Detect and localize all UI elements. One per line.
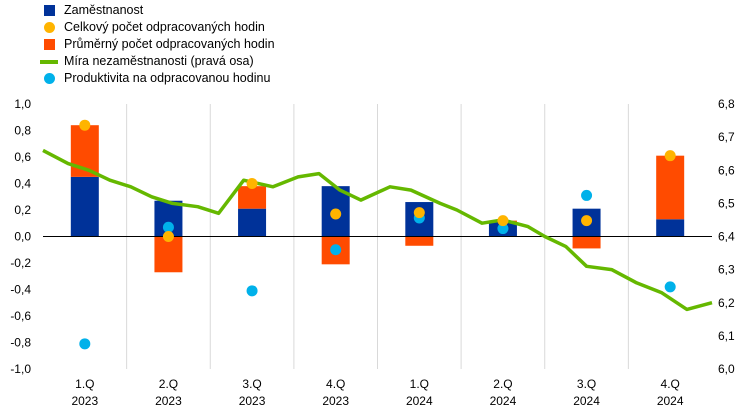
point-productivity [581, 189, 593, 201]
x-axis-tick-label-year: 2024 [406, 394, 433, 408]
point-total-hours [664, 150, 676, 162]
legend-label-productivity: Produktivita na odpracovanou hodinu [64, 71, 271, 85]
x-axis-tick-label: 4.Q [326, 377, 345, 391]
bar-average-hours [154, 236, 183, 273]
x-axis-tick-label: 3.Q [577, 377, 596, 391]
x-axis-tick-label-year: 2024 [490, 394, 517, 408]
legend-symbol-unemployment [40, 53, 58, 70]
x-axis-tick-label: 2.Q [493, 377, 512, 391]
legend-symbol-employment [40, 2, 58, 19]
x-axis-tick-label-year: 2023 [239, 394, 266, 408]
bar-average-hours [405, 236, 434, 246]
legend-symbol-total-hours [40, 19, 58, 36]
right-axis-tick-label: 6,3 [718, 263, 735, 277]
right-axis-tick-label: 6,7 [718, 130, 735, 144]
x-axis-tick-label-year: 2023 [322, 394, 349, 408]
right-axis-tick-label: 6,2 [718, 296, 735, 310]
legend-label-employment: Zaměstnanost [64, 3, 144, 17]
x-axis-tick-label: 3.Q [242, 377, 261, 391]
line-unemployment-rate [42, 148, 713, 312]
legend-item-employment: Zaměstnanost [40, 2, 275, 19]
left-axis-tick-label: 0,4 [14, 177, 31, 191]
right-axis-tick-label: 6,1 [718, 329, 735, 343]
x-axis-tick-label-year: 2023 [155, 394, 182, 408]
x-axis-tick-label-year: 2024 [657, 394, 684, 408]
legend-label-average-hours: Průměrný počet odpracovaných hodin [64, 37, 275, 51]
x-axis-tick-label: 1.Q [75, 377, 94, 391]
legend-item-average-hours: Průměrný počet odpracovaných hodin [40, 36, 275, 53]
legend-item-unemployment: Míra nezaměstnanosti (pravá osa) [40, 53, 275, 70]
right-axis-tick-label: 6,5 [718, 196, 735, 210]
legend-symbol-average-hours [40, 36, 58, 53]
left-axis-tick-label: 1,0 [14, 97, 31, 111]
left-axis-tick-label: -0,4 [10, 283, 31, 297]
left-axis-tick-label: -0,2 [10, 256, 31, 270]
bar-average-hours [572, 236, 601, 249]
x-axis-tick-label: 4.Q [661, 377, 680, 391]
x-axis-tick-label-year: 2023 [71, 394, 98, 408]
left-axis-tick-label: -0,8 [10, 336, 31, 350]
legend-label-unemployment: Míra nezaměstnanosti (pravá osa) [64, 54, 254, 68]
point-total-hours [413, 207, 425, 219]
point-productivity [246, 285, 258, 297]
x-axis-tick-label: 1.Q [410, 377, 429, 391]
point-total-hours [162, 231, 174, 242]
left-axis-tick-label: 0,0 [14, 230, 31, 244]
bar-average-hours [238, 186, 267, 209]
legend-label-total-hours: Celkový počet odpracovaných hodin [64, 20, 265, 34]
bar-employment [656, 219, 685, 237]
point-total-hours [79, 119, 91, 131]
right-axis-tick-label: 6,6 [718, 163, 735, 177]
left-axis-tick-label: -1,0 [10, 362, 31, 376]
point-productivity [330, 244, 342, 256]
x-axis-tick-label: 2.Q [159, 377, 178, 391]
point-productivity [664, 281, 676, 293]
point-productivity [497, 223, 509, 235]
legend-item-productivity: Produktivita na odpracovanou hodinu [40, 70, 275, 87]
left-axis-tick-label: 0,8 [14, 124, 31, 138]
point-productivity [79, 338, 91, 350]
legend-symbol-productivity [40, 70, 58, 87]
right-axis-tick-label: 6,4 [718, 230, 735, 244]
point-total-hours [246, 178, 258, 189]
chart-legend: Zaměstnanost Celkový počet odpracovaných… [40, 2, 275, 87]
bar-average-hours [656, 155, 685, 220]
point-total-hours [581, 215, 593, 227]
point-productivity [162, 221, 174, 233]
point-total-hours [330, 208, 342, 220]
left-axis-tick-label: 0,2 [14, 203, 31, 217]
bar-employment [70, 176, 99, 237]
x-axis-tick-label-year: 2024 [573, 394, 600, 408]
right-axis-tick-label: 6,0 [718, 362, 735, 376]
left-axis-tick-label: 0,6 [14, 150, 31, 164]
right-axis-tick-label: 6,8 [718, 97, 735, 111]
legend-item-total-hours: Celkový počet odpracovaných hodin [40, 19, 275, 36]
point-total-hours [497, 215, 509, 227]
left-axis-tick-label: -0,6 [10, 309, 31, 323]
bar-employment [238, 208, 267, 237]
